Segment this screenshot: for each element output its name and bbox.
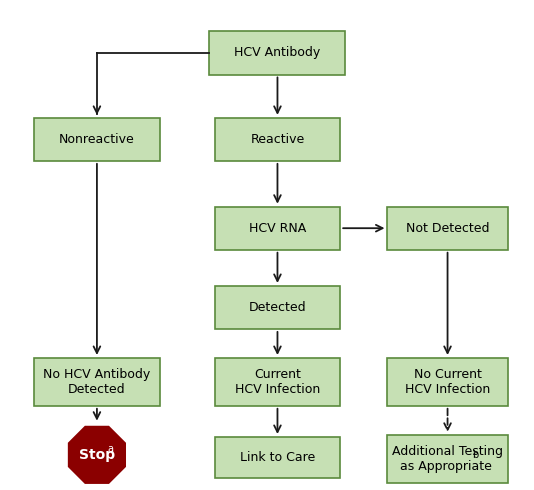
- Text: HCV RNA: HCV RNA: [249, 221, 306, 235]
- FancyBboxPatch shape: [34, 118, 160, 161]
- Text: HCV Antibody: HCV Antibody: [234, 47, 320, 59]
- Text: No Current
HCV Infection: No Current HCV Infection: [405, 368, 490, 396]
- FancyBboxPatch shape: [215, 358, 340, 406]
- Text: Current
HCV Infection: Current HCV Infection: [235, 368, 320, 396]
- FancyBboxPatch shape: [215, 286, 340, 329]
- FancyBboxPatch shape: [387, 435, 508, 483]
- Text: Not Detected: Not Detected: [406, 221, 489, 235]
- Text: No HCV Antibody
Detected: No HCV Antibody Detected: [43, 368, 151, 396]
- Text: Link to Care: Link to Care: [240, 451, 315, 464]
- Text: Detected: Detected: [249, 301, 307, 314]
- FancyBboxPatch shape: [387, 207, 508, 250]
- Text: Stop: Stop: [79, 448, 115, 462]
- FancyBboxPatch shape: [215, 118, 340, 161]
- FancyBboxPatch shape: [209, 31, 345, 74]
- FancyBboxPatch shape: [215, 437, 340, 478]
- FancyBboxPatch shape: [34, 358, 160, 406]
- Text: Reactive: Reactive: [250, 133, 304, 146]
- FancyBboxPatch shape: [215, 207, 340, 250]
- Text: Nonreactive: Nonreactive: [59, 133, 135, 146]
- Text: a: a: [107, 444, 113, 454]
- Polygon shape: [69, 427, 125, 483]
- Text: Additional Testing
as Appropriate: Additional Testing as Appropriate: [392, 445, 503, 473]
- FancyBboxPatch shape: [387, 358, 508, 406]
- Text: b: b: [472, 450, 478, 460]
